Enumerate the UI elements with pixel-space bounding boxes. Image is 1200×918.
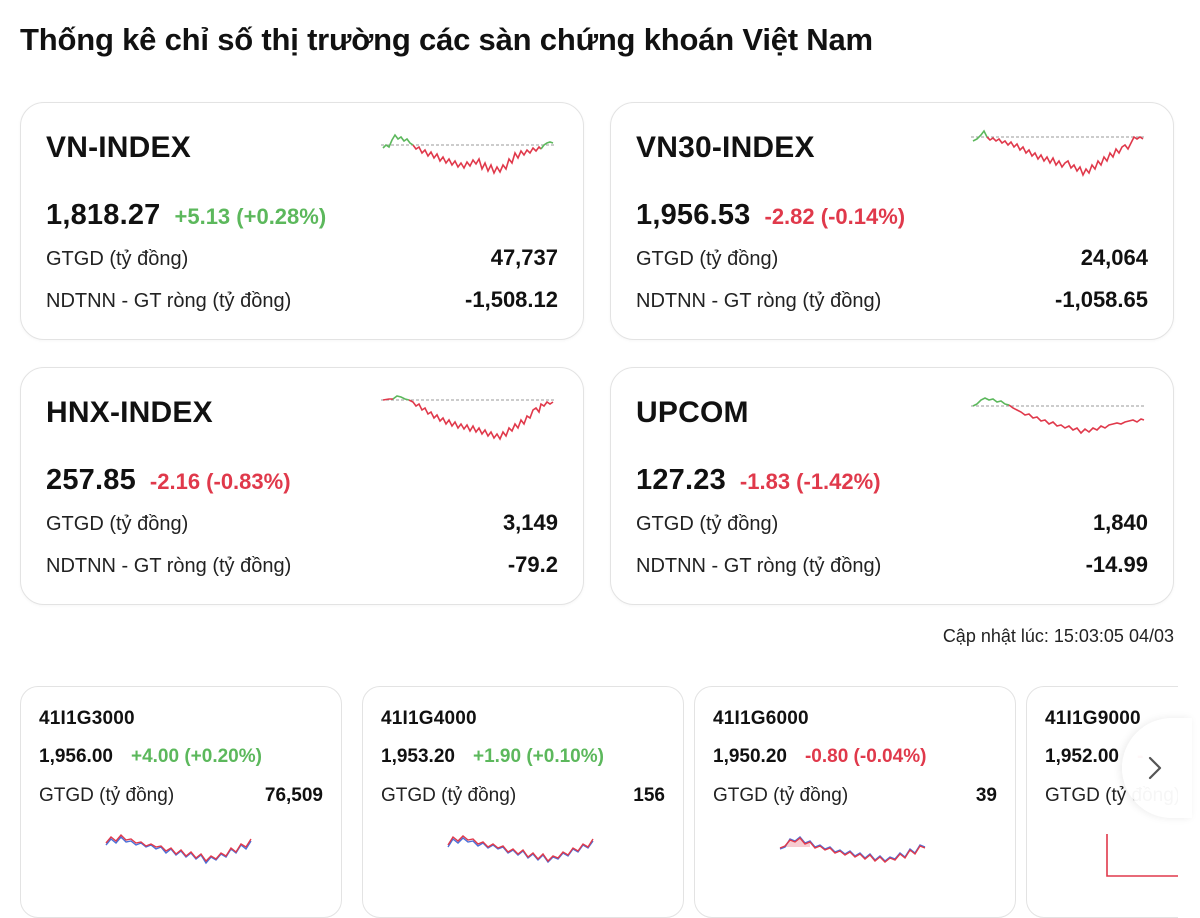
sparkline-up-segment [972,129,988,142]
ndtnn-label: NDTNN - GT ròng (tỷ đồng) [46,290,292,312]
ndtnn-row: NDTNN - GT ròng (tỷ đồng) -1,508.12 [46,287,558,313]
futures-sparkline [779,836,926,863]
futures-code: 41I1G6000 [713,708,809,729]
futures-price: 1,953.20 [381,746,455,767]
futures-price-row: 1,950.20 -0.80 (-0.04%) [713,746,926,768]
futures-change: +1.90 (+0.10%) [472,746,604,767]
index-card-vn-index[interactable]: VN-INDEX 1,818.27 +5.13 (+0.28%) GTGD (t… [20,102,584,340]
index-change: -2.82 (-0.14%) [764,204,906,229]
index-name: VN-INDEX [46,131,191,164]
price-row: 1,818.27 +5.13 (+0.28%) [46,199,326,232]
futures-price: 1,950.20 [713,746,787,767]
futures-sparkline [105,833,252,865]
gtgd-label: GTGD (tỷ đồng) [381,785,517,806]
index-card-upcom[interactable]: UPCOM 127.23 -1.83 (-1.42%) GTGD (tỷ đồn… [610,367,1174,605]
ndtnn-value: -1,508.12 [465,287,558,312]
price-row: 127.23 -1.83 (-1.42%) [636,464,881,497]
page-title: Thống kê chỉ số thị trường các sàn chứng… [20,22,873,57]
gtgd-value: 1,840 [1092,510,1148,535]
futures-code: 41I1G3000 [39,708,135,729]
gtgd-label: GTGD (tỷ đồng) [636,248,779,270]
futures-change: +4.00 (+0.20%) [130,746,262,767]
futures-carousel[interactable]: 41I1G3000 1,956.00 +4.00 (+0.20%) GTGD (… [0,686,1178,918]
sparkline-hnx-index [381,395,556,441]
gtgd-value: 156 [633,785,665,806]
sparkline-down-segment [412,144,542,175]
ndtnn-value: -14.99 [1085,552,1148,577]
futures-code: 41I1G4000 [381,708,477,729]
futures-sparkline [447,835,594,864]
sparkline-down-segment [986,135,1144,177]
gtgd-value: 3,149 [502,510,558,535]
index-change: +5.13 (+0.28%) [174,204,327,229]
gtgd-row: GTGD (tỷ đồng) 47,737 [46,245,558,271]
price-row: 257.85 -2.16 (-0.83%) [46,464,291,497]
futures-series-red [779,837,926,863]
gtgd-value: 76,509 [264,785,323,806]
gtgd-row: GTGD (tỷ đồng) 1,840 [636,510,1148,536]
sparkline-vn30-index [971,129,1146,177]
index-card-hnx-index[interactable]: HNX-INDEX 257.85 -2.16 (-0.83%) GTGD (tỷ… [20,367,584,605]
gtgd-label: GTGD (tỷ đồng) [713,785,849,806]
ndtnn-label: NDTNN - GT ròng (tỷ đồng) [46,555,292,577]
sparkline-up-segment [540,141,554,150]
futures-code: 41I1G9000 [1045,708,1141,729]
gtgd-value: 39 [975,785,997,806]
sparkline-up-segment [392,395,410,401]
futures-gtgd-row: GTGD (tỷ đồng) 39 [713,785,997,807]
futures-price: 1,952.00 [1045,746,1119,767]
futures-series-red [447,835,594,863]
gtgd-row: GTGD (tỷ đồng) 3,149 [46,510,558,536]
index-price: 1,818.27 [46,199,161,231]
gtgd-label: GTGD (tỷ đồng) [39,785,175,806]
index-change: -1.83 (-1.42%) [739,469,881,494]
gtgd-row: GTGD (tỷ đồng) 24,064 [636,245,1148,271]
futures-card[interactable]: 41I1G3000 1,956.00 +4.00 (+0.20%) GTGD (… [20,686,342,918]
index-price: 1,956.53 [636,199,751,231]
futures-gtgd-row: GTGD (tỷ đồng) 76,509 [39,785,323,807]
index-card-vn30-index[interactable]: VN30-INDEX 1,956.53 -2.82 (-0.14%) GTGD … [610,102,1174,340]
sparkline-down-segment [382,398,393,401]
index-name: VN30-INDEX [636,131,815,164]
sparkline-up-segment [382,133,414,149]
futures-change: -0.80 (-0.04%) [804,746,927,767]
ndtnn-row: NDTNN - GT ròng (tỷ đồng) -14.99 [636,552,1148,578]
ndtnn-label: NDTNN - GT ròng (tỷ đồng) [636,555,882,577]
gtgd-label: GTGD (tỷ đồng) [46,248,189,270]
gtgd-label: GTGD (tỷ đồng) [636,513,779,535]
ndtnn-value: -1,058.65 [1055,287,1148,312]
price-row: 1,956.53 -2.82 (-0.14%) [636,199,905,232]
futures-series-red [105,833,252,863]
ndtnn-value: -79.2 [507,552,558,577]
sparkline-vn-index [381,133,556,175]
sparkline-up-segment [972,397,1010,407]
index-price: 127.23 [636,464,726,496]
chevron-right-icon [1148,756,1162,780]
index-price: 257.85 [46,464,136,496]
futures-sparkline [1106,834,1178,877]
last-updated: Cập nhật lúc: 15:03:05 04/03 [942,626,1174,646]
sparkline-upcom [971,397,1146,435]
futures-card[interactable]: 41I1G4000 1,953.20 +1.90 (+0.10%) GTGD (… [362,686,684,918]
futures-price: 1,956.00 [39,746,113,767]
gtgd-value: 24,064 [1080,245,1148,270]
index-change: -2.16 (-0.83%) [149,469,291,494]
futures-gtgd-row: GTGD (tỷ đồng) 156 [381,785,665,807]
sparkline-down-segment [408,399,554,441]
ndtnn-label: NDTNN - GT ròng (tỷ đồng) [636,290,882,312]
futures-price-row: 1,956.00 +4.00 (+0.20%) [39,746,262,768]
futures-price-row: 1,953.20 +1.90 (+0.10%) [381,746,604,768]
ndtnn-row: NDTNN - GT ròng (tỷ đồng) -1,058.65 [636,287,1148,313]
sparkline-down-segment [1008,404,1145,435]
index-name: HNX-INDEX [46,396,213,429]
gtgd-label: GTGD (tỷ đồng) [46,513,189,535]
index-name: UPCOM [636,396,749,429]
futures-card[interactable]: 41I1G6000 1,950.20 -0.80 (-0.04%) GTGD (… [694,686,1016,918]
ndtnn-row: NDTNN - GT ròng (tỷ đồng) -79.2 [46,552,558,578]
futures-series-red [1106,834,1178,877]
gtgd-value: 47,737 [490,245,558,270]
